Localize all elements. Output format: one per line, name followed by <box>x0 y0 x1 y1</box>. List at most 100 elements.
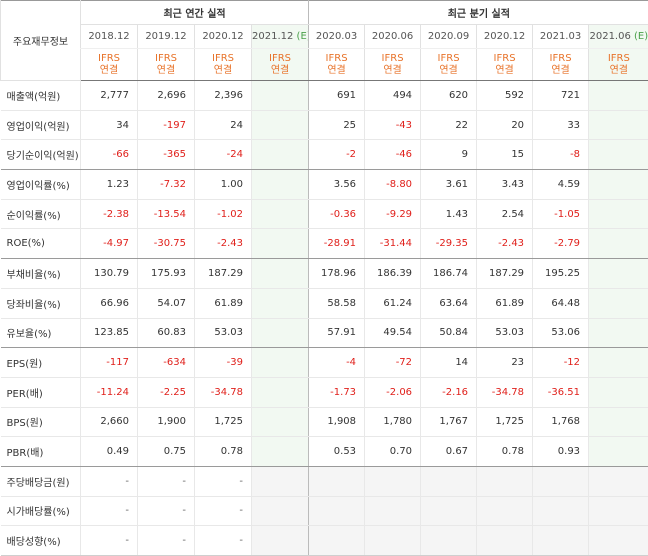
value-cell: 2,660 <box>81 407 138 437</box>
value-cell: -29.35 <box>421 229 477 259</box>
value-cell: 186.39 <box>365 259 421 289</box>
period-header: 2020.12 <box>477 25 533 49</box>
ifrs-label: IFRS <box>309 53 364 65</box>
consolidated-label: 연결 <box>195 65 251 77</box>
value-cell: 1,768 <box>533 407 589 437</box>
row-label: 주당배당금(원) <box>1 466 81 496</box>
value-cell <box>589 170 648 200</box>
row-label: BPS(원) <box>1 407 81 437</box>
value-cell: -28.91 <box>309 229 365 259</box>
value-cell: 61.24 <box>365 288 421 318</box>
value-cell: 3.61 <box>421 170 477 200</box>
value-cell: -30.75 <box>138 229 195 259</box>
value-cell: 130.79 <box>81 259 138 289</box>
value-cell: 20 <box>477 110 533 140</box>
period-label: 2020.12 <box>202 31 243 42</box>
period-header: 2020.12 <box>195 25 252 49</box>
value-cell: 0.67 <box>421 437 477 467</box>
value-cell: 178.96 <box>309 259 365 289</box>
value-cell <box>421 496 477 526</box>
value-cell <box>477 466 533 496</box>
value-cell <box>252 81 309 111</box>
table-row: ROE(%)-4.97-30.75-2.43-28.91-31.44-29.35… <box>1 229 648 259</box>
period-label: 2018.12 <box>88 31 129 42</box>
value-cell: 3.43 <box>477 170 533 200</box>
value-cell: - <box>81 526 138 556</box>
value-cell: -117 <box>81 348 138 378</box>
period-label: 2020.06 <box>372 31 413 42</box>
value-cell <box>589 377 648 407</box>
value-cell: 2,777 <box>81 81 138 111</box>
value-cell: -1.05 <box>533 199 589 229</box>
period-header: 2020.06 <box>365 25 421 49</box>
value-cell: -7.32 <box>138 170 195 200</box>
value-cell <box>252 526 309 556</box>
value-cell <box>589 199 648 229</box>
value-cell: -2.25 <box>138 377 195 407</box>
value-cell: -8.80 <box>365 170 421 200</box>
consolidated-label: 연결 <box>533 65 588 77</box>
value-cell: -12 <box>533 348 589 378</box>
value-cell: 1,908 <box>309 407 365 437</box>
value-cell: 1,767 <box>421 407 477 437</box>
value-cell: 0.93 <box>533 437 589 467</box>
value-cell: 0.70 <box>365 437 421 467</box>
value-cell: -197 <box>138 110 195 140</box>
value-cell: -2.43 <box>477 229 533 259</box>
value-cell: -1.73 <box>309 377 365 407</box>
ifrs-label: IFRS <box>589 53 648 65</box>
value-cell: - <box>81 496 138 526</box>
value-cell <box>252 377 309 407</box>
value-cell: -2.16 <box>421 377 477 407</box>
value-cell: 34 <box>81 110 138 140</box>
table-row: 배당성향(%)--- <box>1 526 648 556</box>
value-cell: -2 <box>309 140 365 170</box>
ifrs-label: IFRS <box>138 53 194 65</box>
value-cell: -11.24 <box>81 377 138 407</box>
consolidated-label: 연결 <box>81 65 137 77</box>
value-cell: 9 <box>421 140 477 170</box>
value-cell: - <box>195 526 252 556</box>
row-label: 매출액(억원) <box>1 81 81 111</box>
value-cell <box>252 318 309 348</box>
value-cell: -2.06 <box>365 377 421 407</box>
value-cell <box>309 466 365 496</box>
value-cell <box>252 110 309 140</box>
value-cell: - <box>138 526 195 556</box>
value-cell: 592 <box>477 81 533 111</box>
period-label: 2020.12 <box>484 31 525 42</box>
value-cell <box>533 466 589 496</box>
value-cell: 1.43 <box>421 199 477 229</box>
value-cell: 1,725 <box>477 407 533 437</box>
value-cell <box>589 466 648 496</box>
value-cell <box>589 348 648 378</box>
value-cell: - <box>138 466 195 496</box>
value-cell <box>252 259 309 289</box>
quarter-group-header: 최근 분기 실적 <box>309 0 648 25</box>
consolidated-label: 연결 <box>309 65 364 77</box>
value-cell: 61.89 <box>195 288 252 318</box>
value-cell: -634 <box>138 348 195 378</box>
table-row: 시가배당률(%)--- <box>1 496 648 526</box>
value-cell: 60.83 <box>138 318 195 348</box>
ifrs-label: IFRS <box>81 53 137 65</box>
value-cell: -8 <box>533 140 589 170</box>
period-header: 2018.12 <box>81 25 138 49</box>
corner-header: 주요재무정보 <box>1 0 81 81</box>
value-cell: 1,780 <box>365 407 421 437</box>
value-cell: 175.93 <box>138 259 195 289</box>
value-cell: 53.03 <box>477 318 533 348</box>
annual-group-header: 최근 연간 실적 <box>81 0 309 25</box>
value-cell <box>309 496 365 526</box>
value-cell: -31.44 <box>365 229 421 259</box>
value-cell <box>252 170 309 200</box>
